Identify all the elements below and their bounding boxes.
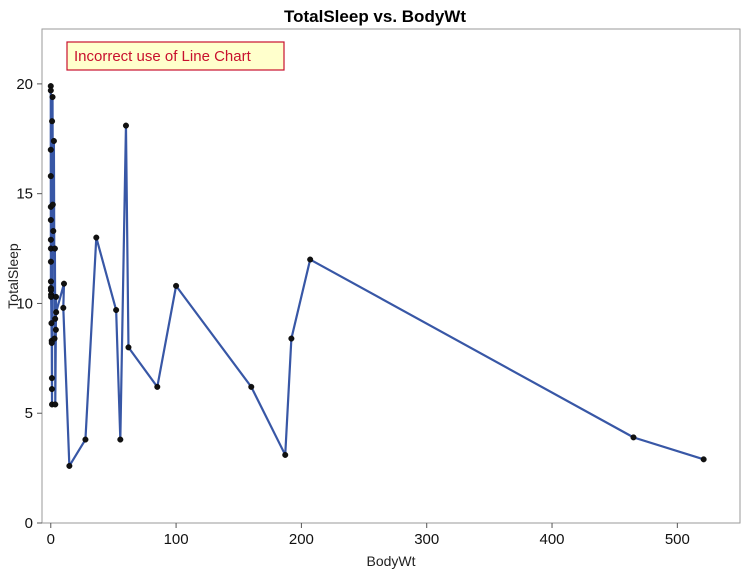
chart-title: TotalSleep vs. BodyWt xyxy=(284,7,466,26)
data-point xyxy=(52,401,59,408)
data-point xyxy=(125,344,132,351)
y-axis-label: TotalSleep xyxy=(5,243,21,309)
data-point xyxy=(173,282,180,289)
x-tick-label: 0 xyxy=(47,531,55,548)
data-point xyxy=(50,227,57,234)
data-point xyxy=(282,451,289,458)
y-axis: 0 5 10 15 20 xyxy=(16,76,42,532)
data-point xyxy=(288,335,295,342)
data-point xyxy=(53,309,60,316)
data-point xyxy=(49,118,56,125)
x-tick-label: 100 xyxy=(164,531,189,548)
data-point xyxy=(47,173,54,180)
data-point xyxy=(154,383,161,390)
y-tick-label: 0 xyxy=(25,515,33,532)
data-point xyxy=(47,217,54,224)
data-point xyxy=(47,87,54,94)
data-point xyxy=(48,320,55,327)
annotation-box: Incorrect use of Line Chart xyxy=(66,41,285,71)
data-point xyxy=(51,335,58,342)
data-point xyxy=(47,278,54,285)
data-point xyxy=(82,436,89,443)
x-tick-label: 500 xyxy=(665,531,690,548)
annotation-text: Incorrect use of Line Chart xyxy=(74,48,252,65)
y-tick-label: 5 xyxy=(25,405,33,422)
data-point xyxy=(50,137,57,144)
data-point xyxy=(49,201,56,208)
data-point xyxy=(700,456,707,463)
data-point xyxy=(47,146,54,153)
data-point xyxy=(48,339,55,346)
y-tick-label: 10 xyxy=(16,295,33,312)
data-point xyxy=(66,462,73,469)
y-tick-label: 20 xyxy=(16,76,33,93)
data-point xyxy=(47,258,54,265)
data-point xyxy=(48,375,55,382)
data-point xyxy=(113,307,120,314)
data-point xyxy=(49,94,56,101)
data-point xyxy=(117,436,124,443)
x-tick-label: 200 xyxy=(289,531,314,548)
data-point xyxy=(52,315,59,322)
x-axis: 0 100 200 300 400 500 xyxy=(47,523,690,548)
data-point xyxy=(52,326,59,333)
data-point xyxy=(60,280,67,287)
data-point xyxy=(51,245,58,252)
x-tick-label: 400 xyxy=(540,531,565,548)
data-point xyxy=(630,434,637,441)
data-point xyxy=(93,234,100,241)
annotation-background xyxy=(66,41,285,71)
data-point xyxy=(248,383,255,390)
data-points xyxy=(47,83,707,469)
data-point xyxy=(60,304,67,311)
x-axis-label: BodyWt xyxy=(366,553,415,569)
x-tick-label: 300 xyxy=(414,531,439,548)
data-point xyxy=(53,293,60,300)
y-tick-label: 15 xyxy=(16,186,33,203)
data-point xyxy=(48,386,55,393)
data-point xyxy=(307,256,314,263)
data-point xyxy=(122,122,129,129)
data-point xyxy=(47,236,54,243)
plot-area xyxy=(41,28,741,524)
